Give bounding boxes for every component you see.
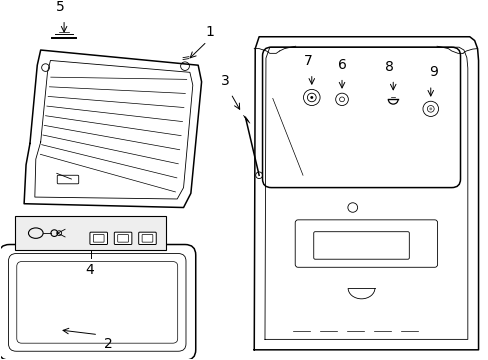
FancyBboxPatch shape: [295, 220, 437, 267]
Text: 7: 7: [303, 54, 312, 68]
FancyBboxPatch shape: [302, 49, 322, 62]
Text: 4: 4: [85, 262, 94, 276]
Circle shape: [310, 96, 313, 99]
FancyBboxPatch shape: [8, 253, 185, 351]
FancyBboxPatch shape: [139, 232, 156, 244]
FancyBboxPatch shape: [114, 232, 132, 244]
FancyBboxPatch shape: [313, 232, 408, 259]
FancyBboxPatch shape: [382, 49, 402, 62]
FancyBboxPatch shape: [328, 49, 348, 62]
FancyBboxPatch shape: [57, 175, 79, 184]
FancyBboxPatch shape: [118, 235, 128, 242]
Text: 3: 3: [220, 74, 229, 88]
Text: 1: 1: [205, 24, 214, 39]
FancyBboxPatch shape: [15, 216, 166, 250]
FancyBboxPatch shape: [17, 262, 177, 343]
Circle shape: [428, 107, 431, 110]
FancyBboxPatch shape: [355, 49, 375, 62]
FancyBboxPatch shape: [142, 235, 153, 242]
FancyBboxPatch shape: [262, 47, 460, 188]
Text: 5: 5: [56, 0, 64, 14]
FancyBboxPatch shape: [0, 244, 195, 360]
Text: 9: 9: [428, 66, 437, 80]
FancyBboxPatch shape: [93, 235, 104, 242]
Text: 2: 2: [104, 337, 113, 351]
FancyBboxPatch shape: [90, 232, 107, 244]
Text: 8: 8: [384, 60, 393, 74]
Text: 6: 6: [337, 58, 346, 72]
